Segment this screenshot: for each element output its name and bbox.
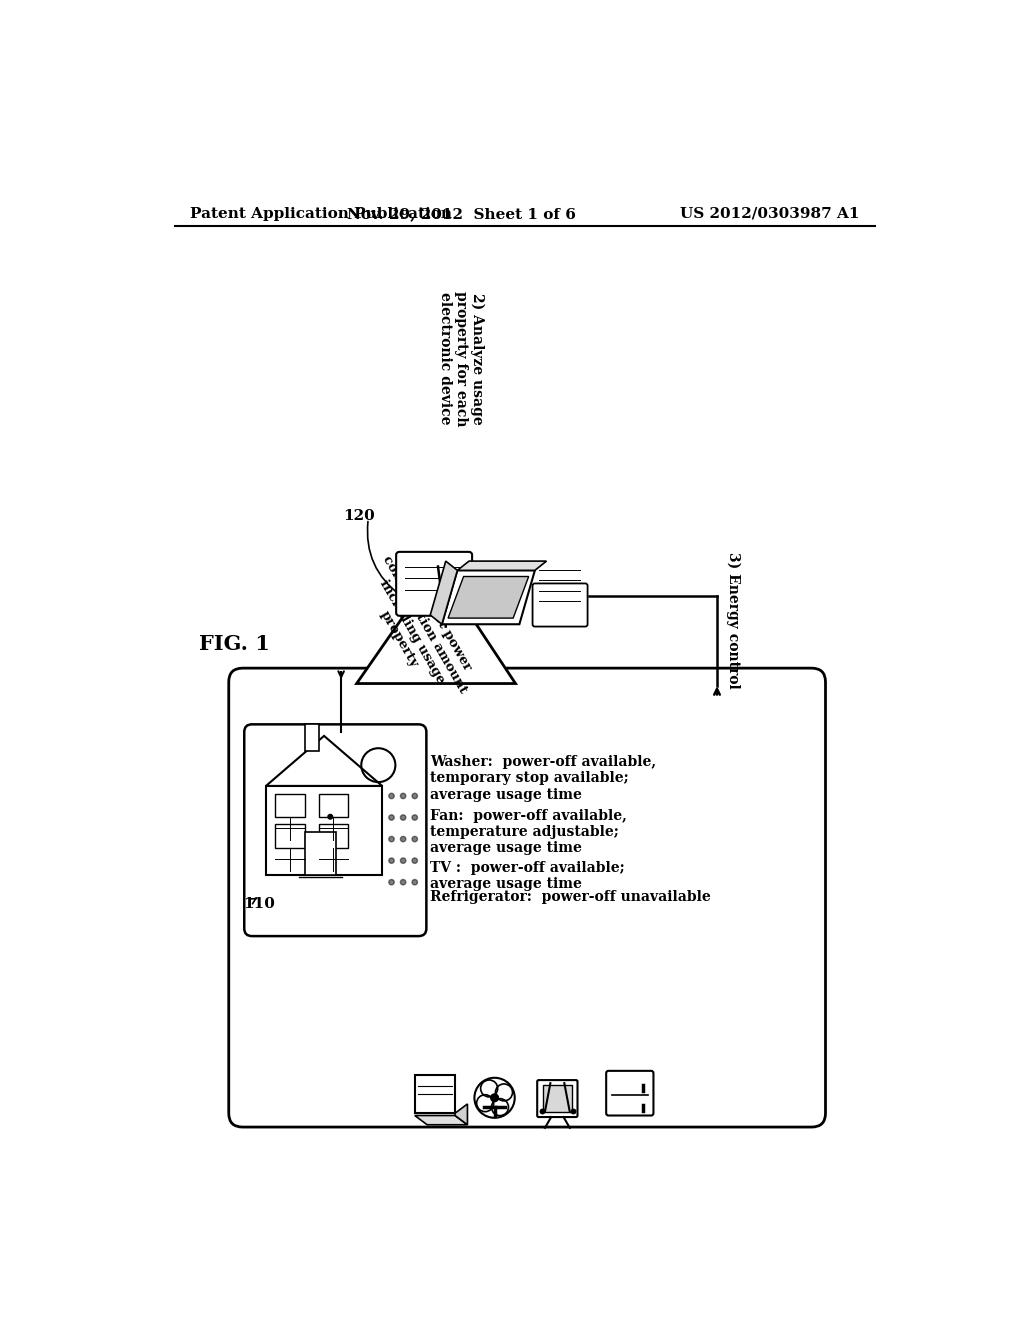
Circle shape [412,837,418,842]
FancyBboxPatch shape [275,793,305,817]
Polygon shape [415,1115,467,1125]
FancyBboxPatch shape [245,725,426,936]
Circle shape [389,814,394,820]
Text: TV :  power-off available;
average usage time: TV : power-off available; average usage … [430,861,625,891]
Text: US 2012/0303987 A1: US 2012/0303987 A1 [680,207,859,220]
Text: Fan:  power-off available,
temperature adjustable;
average usage time: Fan: power-off available, temperature ad… [430,809,627,855]
Text: 2) Analyze usage
property for each
electronic device: 2) Analyze usage property for each elect… [438,290,484,426]
FancyBboxPatch shape [606,1071,653,1115]
Circle shape [412,879,418,884]
Circle shape [412,858,418,863]
Polygon shape [449,577,528,618]
Text: 1) Collect power
consumption amount
including usage
property: 1) Collect power consumption amount incl… [354,546,483,710]
Text: Washer:  power-off available,
temporary stop available;
average usage time: Washer: power-off available, temporary s… [430,755,656,801]
Circle shape [400,858,406,863]
FancyBboxPatch shape [543,1085,572,1113]
Circle shape [389,858,394,863]
Polygon shape [266,737,382,785]
Circle shape [328,814,333,818]
Text: 3) Energy control: 3) Energy control [726,552,740,689]
FancyBboxPatch shape [305,832,336,875]
FancyBboxPatch shape [415,1074,455,1113]
Polygon shape [455,1104,467,1125]
Text: Refrigerator:  power-off unavailable: Refrigerator: power-off unavailable [430,890,711,904]
Circle shape [400,837,406,842]
Circle shape [412,814,418,820]
FancyBboxPatch shape [532,583,588,627]
FancyBboxPatch shape [305,725,318,751]
FancyBboxPatch shape [228,668,825,1127]
Text: 120: 120 [343,510,375,524]
Polygon shape [356,566,515,684]
Text: Nov. 29, 2012  Sheet 1 of 6: Nov. 29, 2012 Sheet 1 of 6 [347,207,575,220]
Text: FIG. 1: FIG. 1 [200,634,270,653]
Polygon shape [442,570,535,624]
FancyBboxPatch shape [275,825,305,847]
Polygon shape [458,561,547,570]
Circle shape [400,814,406,820]
Circle shape [389,879,394,884]
FancyBboxPatch shape [266,785,382,875]
Circle shape [400,879,406,884]
Polygon shape [430,561,458,624]
Circle shape [400,793,406,799]
FancyBboxPatch shape [396,552,472,615]
Text: Patent Application Publication: Patent Application Publication [190,207,452,220]
Circle shape [389,793,394,799]
FancyBboxPatch shape [318,825,348,847]
Circle shape [389,837,394,842]
FancyBboxPatch shape [318,793,348,817]
Circle shape [490,1094,499,1102]
Circle shape [412,793,418,799]
FancyBboxPatch shape [538,1080,578,1117]
Text: 110: 110 [243,896,274,911]
